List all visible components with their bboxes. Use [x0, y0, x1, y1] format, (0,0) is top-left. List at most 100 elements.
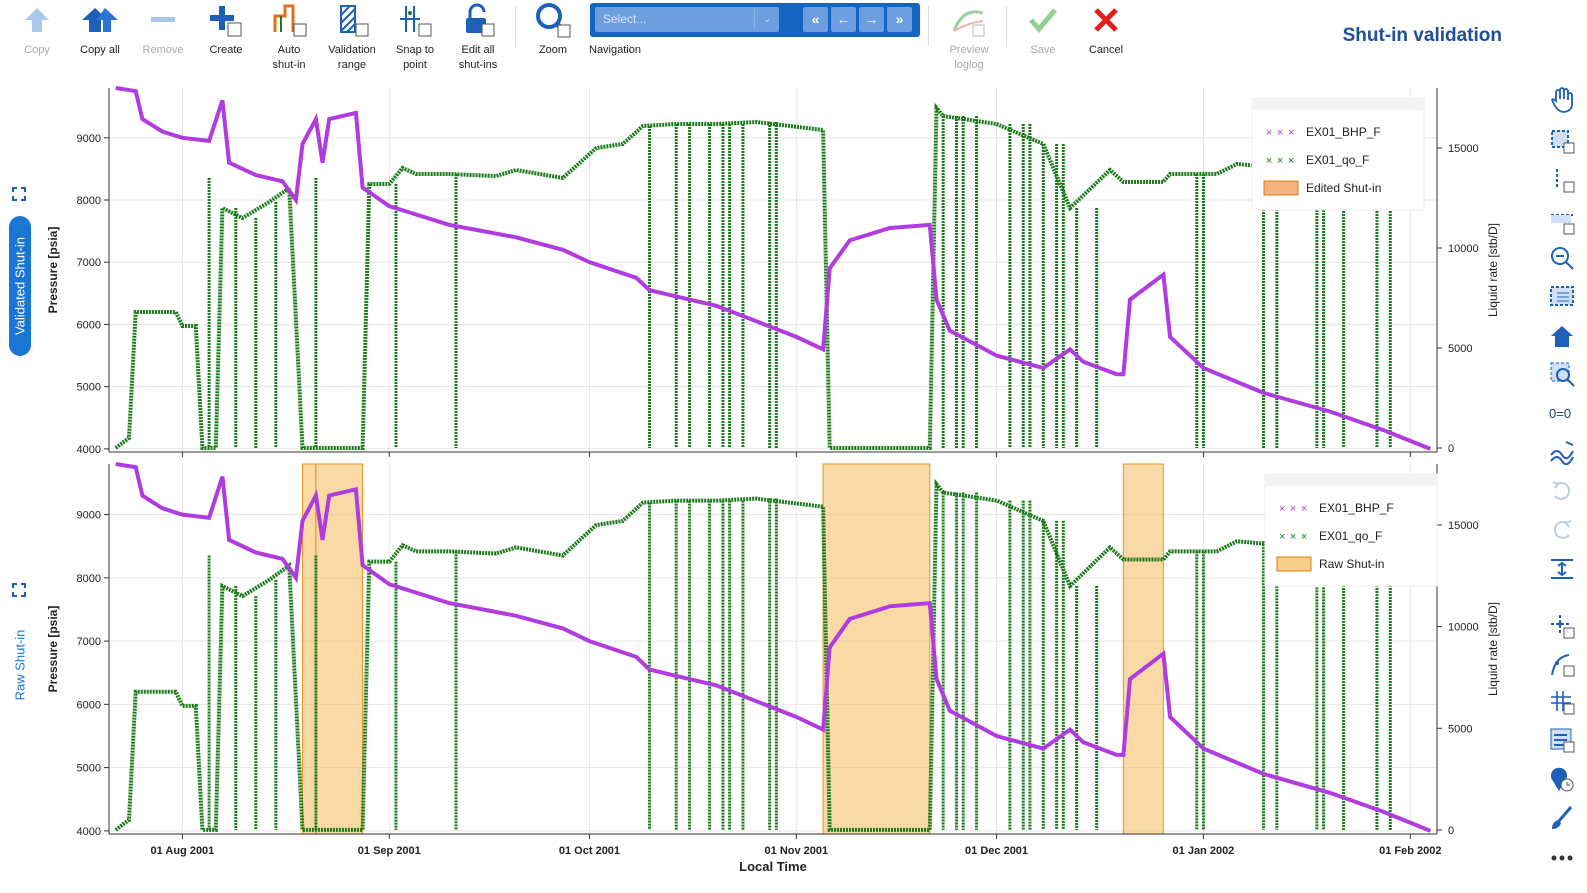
expand-icon[interactable]	[12, 187, 26, 201]
y-select-icon[interactable]	[1537, 207, 1587, 237]
y-tick-label: 9000	[77, 133, 101, 145]
legend-marker: ×	[1301, 503, 1307, 515]
y2-tick-label: 10000	[1448, 622, 1479, 634]
legend-label: EX01_BHP_F	[1319, 501, 1394, 515]
chart-panel-2: 4000 5000 6000 7000 8000 9000 0 5000 10000 15000 0…	[46, 462, 1500, 874]
legend-header	[1252, 98, 1424, 110]
chevron-down-icon: ⌄	[754, 9, 779, 30]
first-icon[interactable]: «	[803, 7, 828, 32]
double-arrow-up-icon	[70, 0, 130, 40]
toolbar-separator	[515, 6, 516, 46]
brush-icon[interactable]	[1537, 803, 1587, 833]
pan-icon[interactable]	[1537, 85, 1587, 115]
y2-tick-label: 10000	[1448, 243, 1479, 255]
y2-tick-label: 0	[1448, 443, 1454, 455]
more-icon[interactable]	[1537, 843, 1587, 873]
curve-icon[interactable]	[1537, 649, 1587, 679]
remove-button[interactable]: Remove	[133, 0, 193, 58]
edit-all-button[interactable]: Edit all shut-ins	[448, 0, 508, 73]
undo-icon[interactable]	[1537, 476, 1587, 506]
y-tick-label: 6000	[77, 699, 101, 711]
y-tick-label: 8000	[77, 573, 101, 585]
home-icon[interactable]	[1537, 321, 1587, 351]
y-tick-label: 5000	[77, 763, 101, 775]
pressure-series	[115, 86, 1432, 451]
x-select-icon[interactable]	[1537, 165, 1587, 195]
y-tick-label: 6000	[77, 319, 101, 331]
toolbar-separator	[928, 6, 929, 46]
legend-marker: ×	[1288, 155, 1294, 167]
x-tick-label: 01 Nov 2001	[765, 845, 829, 857]
add-point-icon[interactable]	[1537, 611, 1587, 641]
prev-icon[interactable]: ←	[831, 7, 856, 32]
navigation-select[interactable]: Select... ⌄	[595, 7, 779, 32]
copy-button[interactable]: Copy	[7, 0, 67, 58]
ratio-icon[interactable]: 0=0	[1537, 398, 1587, 428]
lock-icon	[448, 0, 508, 40]
last-icon[interactable]: »	[887, 7, 912, 32]
tab-raw-shutin[interactable]: Raw Shut-in	[12, 629, 28, 701]
snap-icon	[385, 0, 445, 40]
plus-icon	[196, 0, 256, 40]
legend-box	[1264, 473, 1438, 587]
legend-box	[1251, 97, 1425, 211]
hatch-range-icon	[322, 0, 382, 40]
toolbar: Copy Copy all Remove Create Auto shut-in…	[0, 0, 1587, 80]
tab-validated-shutin[interactable]: Validated Shut-in	[9, 216, 31, 356]
zoom-out-icon[interactable]	[1537, 243, 1587, 273]
x-tick-label: 01 Feb 2002	[1379, 845, 1441, 857]
y-tick-label: 7000	[77, 636, 101, 648]
x-tick-label: 01 Aug 2001	[151, 845, 215, 857]
y-tick-label: 8000	[77, 195, 101, 207]
legend-header	[1265, 474, 1437, 486]
preview-loglog-button[interactable]: Preview loglog	[939, 0, 999, 73]
box-zoom-icon[interactable]	[1537, 281, 1587, 311]
zoom-button[interactable]: Zoom	[523, 0, 583, 58]
legend-label: EX01_BHP_F	[1306, 125, 1381, 139]
copy-all-button[interactable]: Copy all	[70, 0, 130, 58]
legend-label: EX01_qo_F	[1306, 153, 1369, 167]
y-axis-label: Pressure [psia]	[46, 227, 60, 314]
arrow-up-icon	[7, 0, 67, 40]
chart-panel-1: 4000 5000 6000 7000 8000 9000 0 5000 10000 15000 P…	[46, 86, 1500, 457]
y2-tick-label: 5000	[1448, 723, 1472, 735]
legend-swatch	[1263, 180, 1299, 196]
legend: × × × EX01_BHP_F × × × EX01_qo_F Edited Shut-in	[1251, 97, 1425, 211]
legend-marker: ×	[1266, 155, 1272, 167]
x-tick-label: 01 Oct 2001	[559, 845, 620, 857]
rate-series	[114, 102, 1424, 450]
auto-shutin-icon	[259, 0, 319, 40]
legend-marker: ×	[1288, 127, 1294, 139]
snap-to-point-button[interactable]: Snap to point	[385, 0, 445, 73]
legend-marker: ×	[1277, 127, 1283, 139]
redo-icon[interactable]	[1537, 515, 1587, 545]
box-select-icon[interactable]	[1537, 126, 1587, 156]
legend-swatch	[1276, 556, 1312, 572]
y2-tick-label: 15000	[1448, 143, 1479, 155]
legend-marker: ×	[1290, 503, 1296, 515]
toolbar-separator	[1006, 6, 1007, 46]
grid-icon[interactable]	[1537, 687, 1587, 717]
validation-range-button[interactable]: Validation range	[322, 0, 382, 73]
list-icon[interactable]	[1537, 725, 1587, 755]
align-icon[interactable]	[1537, 554, 1587, 584]
next-icon[interactable]: →	[859, 7, 884, 32]
zoom-select-icon[interactable]	[1537, 359, 1587, 389]
y2-tick-label: 0	[1448, 825, 1454, 837]
legend-marker: ×	[1279, 531, 1285, 543]
shutin-band	[302, 463, 317, 835]
svg-text:0=0: 0=0	[1549, 406, 1571, 421]
save-button[interactable]: Save	[1013, 0, 1073, 58]
legend-label: EX01_qo_F	[1319, 529, 1382, 543]
magnifier-icon	[523, 0, 583, 40]
wave-icon[interactable]	[1537, 437, 1587, 467]
expand-icon[interactable]	[12, 583, 26, 597]
create-button[interactable]: Create	[196, 0, 256, 58]
shutin-band	[315, 463, 364, 835]
cancel-button[interactable]: Cancel	[1076, 0, 1136, 58]
navigation-label: Navigation	[589, 44, 641, 56]
auto-shutin-button[interactable]: Auto shut-in	[259, 0, 319, 73]
close-icon	[1076, 0, 1136, 40]
clock-pin-icon[interactable]	[1537, 765, 1587, 795]
